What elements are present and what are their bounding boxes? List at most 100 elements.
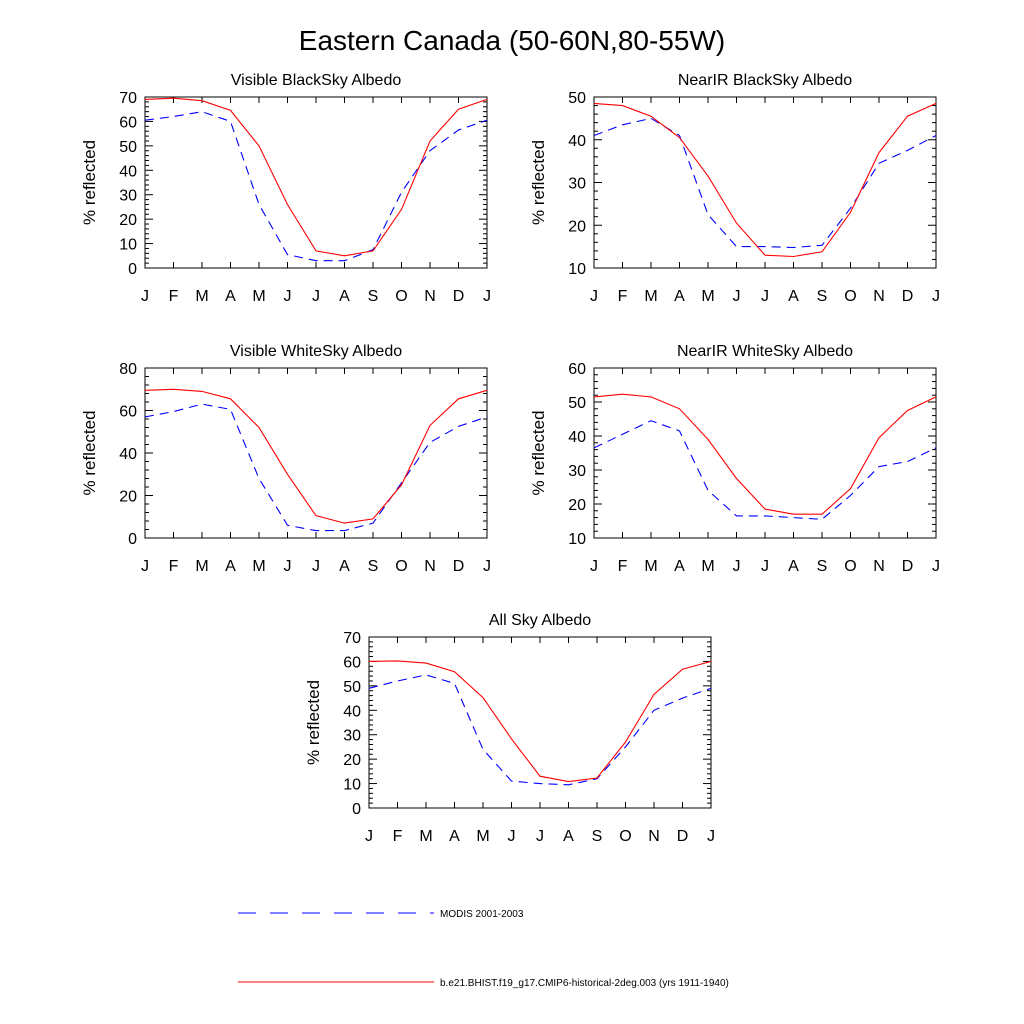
x-tick-label: D	[902, 288, 914, 305]
x-tick-label: M	[252, 558, 265, 575]
y-tick-label: 0	[128, 531, 137, 548]
x-tick-label: S	[368, 558, 379, 575]
y-tick-label: 30	[568, 176, 586, 193]
x-tick-label: N	[648, 828, 660, 845]
x-tick-label: F	[618, 558, 628, 575]
x-tick-label: J	[141, 288, 149, 305]
x-tick-label: F	[618, 288, 628, 305]
series-line-model	[368, 660, 712, 783]
x-tick-label: J	[312, 558, 320, 575]
plot-frame	[593, 96, 937, 269]
x-tick-label: S	[592, 828, 603, 845]
x-tick-label: M	[195, 288, 208, 305]
y-tick-label: 40	[343, 703, 361, 720]
x-tick-label: A	[674, 288, 685, 305]
x-tick-label: M	[701, 558, 714, 575]
x-tick-label: M	[701, 288, 714, 305]
x-tick-label: J	[508, 828, 516, 845]
series-line-model	[593, 393, 937, 515]
chart-title: NearIR BlackSky Albedo	[678, 72, 852, 89]
x-tick-label: J	[284, 558, 292, 575]
x-tick-label: J	[733, 558, 741, 575]
y-tick-label: 40	[568, 429, 586, 446]
chart-title: Visible BlackSky Albedo	[231, 72, 402, 89]
y-tick-label: 10	[568, 531, 586, 548]
x-tick-label: F	[169, 558, 179, 575]
y-tick-label: 0	[128, 261, 137, 278]
x-tick-label: J	[483, 288, 491, 305]
y-tick-label: 70	[343, 630, 361, 647]
figure-title: Eastern Canada (50-60N,80-55W)	[299, 25, 725, 56]
x-tick-label: N	[424, 558, 436, 575]
x-tick-label: D	[677, 828, 689, 845]
x-tick-label: J	[536, 828, 544, 845]
y-tick-label: 10	[119, 237, 137, 254]
y-tick-label: 60	[119, 404, 137, 421]
series-line-modis	[144, 403, 488, 532]
x-tick-label: A	[225, 288, 236, 305]
x-tick-label: J	[284, 288, 292, 305]
series-line-modis	[368, 674, 712, 786]
x-tick-label: J	[932, 288, 940, 305]
x-tick-label: A	[674, 558, 685, 575]
plot-frame	[593, 367, 937, 539]
x-tick-label: J	[707, 828, 715, 845]
chart-title: Visible WhiteSky Albedo	[230, 343, 402, 360]
x-tick-label: J	[483, 558, 491, 575]
x-tick-label: F	[169, 288, 179, 305]
plot-frame	[144, 96, 488, 269]
legend-label: MODIS 2001-2003	[440, 909, 524, 920]
legend: MODIS 2001-2003 b.e21.BHIST.f19_g17.CMIP6…	[238, 909, 729, 989]
x-tick-label: D	[453, 288, 465, 305]
y-axis-label: % reflected	[529, 410, 548, 495]
y-tick-label: 20	[343, 752, 361, 769]
y-tick-label: 30	[568, 463, 586, 480]
x-tick-label: J	[932, 558, 940, 575]
y-tick-label: 40	[119, 446, 137, 463]
plot-frame	[144, 367, 488, 539]
x-tick-label: A	[788, 288, 799, 305]
y-tick-label: 30	[343, 728, 361, 745]
x-tick-label: A	[339, 558, 350, 575]
series-line-modis	[144, 111, 488, 262]
x-tick-label: J	[590, 288, 598, 305]
x-tick-label: J	[365, 828, 373, 845]
y-axis-label: % reflected	[80, 410, 99, 495]
y-tick-label: 60	[343, 654, 361, 671]
x-tick-label: O	[844, 558, 856, 575]
x-tick-label: A	[449, 828, 460, 845]
x-tick-label: O	[395, 288, 407, 305]
series-line-modis	[593, 420, 937, 520]
x-tick-label: J	[761, 558, 769, 575]
y-tick-label: 70	[119, 90, 137, 107]
x-tick-label: J	[312, 288, 320, 305]
series-line-model	[144, 97, 488, 257]
x-tick-label: N	[873, 558, 885, 575]
legend-label: b.e21.BHIST.f19_g17.CMIP6-historical-2de…	[440, 978, 729, 989]
x-tick-label: J	[590, 558, 598, 575]
y-tick-label: 60	[568, 361, 586, 378]
y-tick-label: 60	[119, 114, 137, 131]
y-axis-label: % reflected	[529, 140, 548, 225]
y-tick-label: 50	[568, 395, 586, 412]
x-tick-label: M	[476, 828, 489, 845]
x-tick-label: A	[788, 558, 799, 575]
y-tick-label: 10	[343, 777, 361, 794]
x-tick-label: O	[395, 558, 407, 575]
y-tick-label: 50	[343, 679, 361, 696]
x-tick-label: F	[393, 828, 403, 845]
x-tick-label: A	[563, 828, 574, 845]
x-tick-label: O	[619, 828, 631, 845]
x-tick-label: J	[761, 288, 769, 305]
x-tick-label: D	[453, 558, 465, 575]
x-tick-label: S	[817, 558, 828, 575]
y-tick-label: 30	[119, 188, 137, 205]
y-tick-label: 0	[352, 801, 361, 818]
y-tick-label: 50	[119, 139, 137, 156]
